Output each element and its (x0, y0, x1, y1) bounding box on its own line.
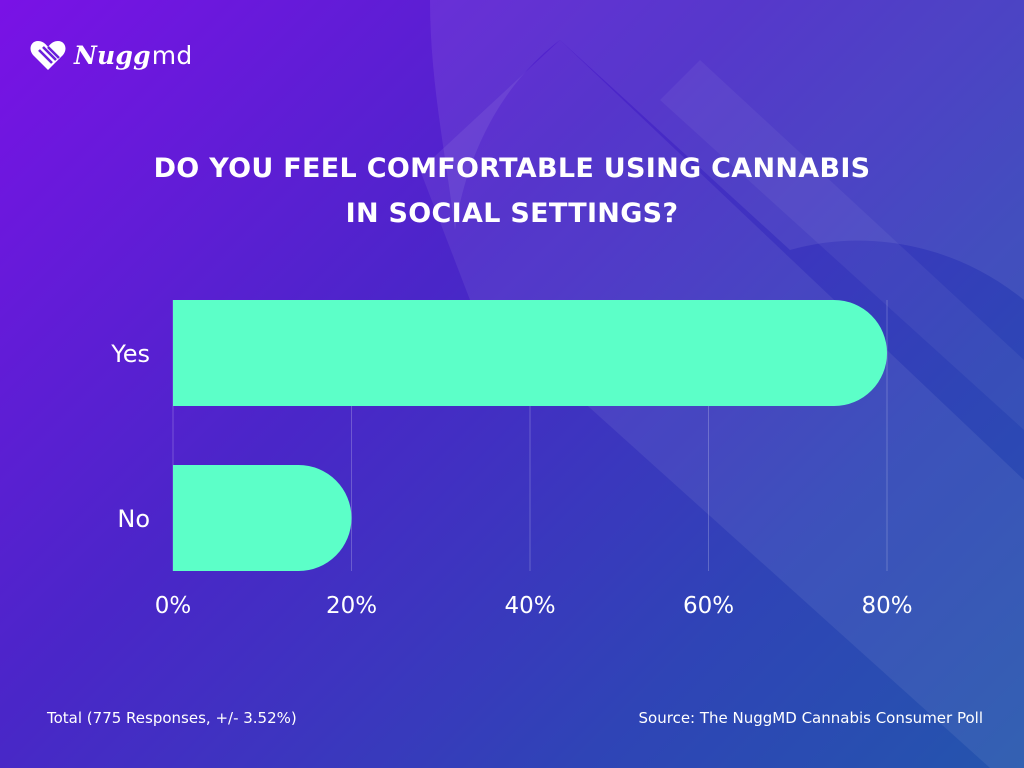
nuggmd-logo: Nuggmd (30, 38, 192, 72)
chart-title-line-1: DO YOU FEEL COMFORTABLE USING CANNABIS (153, 153, 871, 184)
logo-suffix: md (151, 40, 193, 70)
chart-title: DO YOU FEEL COMFORTABLE USING CANNABIS I… (112, 146, 912, 236)
category-label-no: No (117, 505, 150, 533)
category-label-yes: Yes (110, 340, 150, 368)
total-responses-note: Total (775 Responses, +/- 3.52%) (47, 709, 297, 727)
x-tick-label-3: 60% (683, 593, 734, 619)
x-tick-label-4: 80% (861, 593, 912, 619)
logo-word: Nugg (74, 40, 151, 70)
source-note: Source: The NuggMD Cannabis Consumer Pol… (638, 709, 983, 727)
logo-wordmark: Nuggmd (74, 41, 192, 70)
x-tick-label-2: 40% (504, 593, 555, 619)
heart-logo-icon (30, 41, 66, 70)
bar-yes (173, 300, 887, 406)
x-tick-label-1: 20% (326, 593, 377, 619)
chart-title-line-2: IN SOCIAL SETTINGS? (345, 198, 679, 229)
x-tick-label-0: 0% (155, 593, 192, 619)
bar-no (173, 465, 352, 571)
